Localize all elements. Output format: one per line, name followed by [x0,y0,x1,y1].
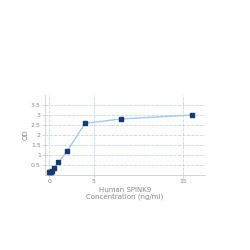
Point [48,170,52,174]
Point [48,170,52,173]
Point [52,166,56,170]
Y-axis label: OD: OD [22,130,28,140]
Point [83,122,87,126]
Point [56,160,60,164]
X-axis label: Human SPINK9
Concentration (ng/ml): Human SPINK9 Concentration (ng/ml) [86,187,164,200]
Point [50,168,54,172]
Point [190,113,194,117]
Point [118,117,122,121]
Point [65,149,69,153]
Point [48,170,52,174]
